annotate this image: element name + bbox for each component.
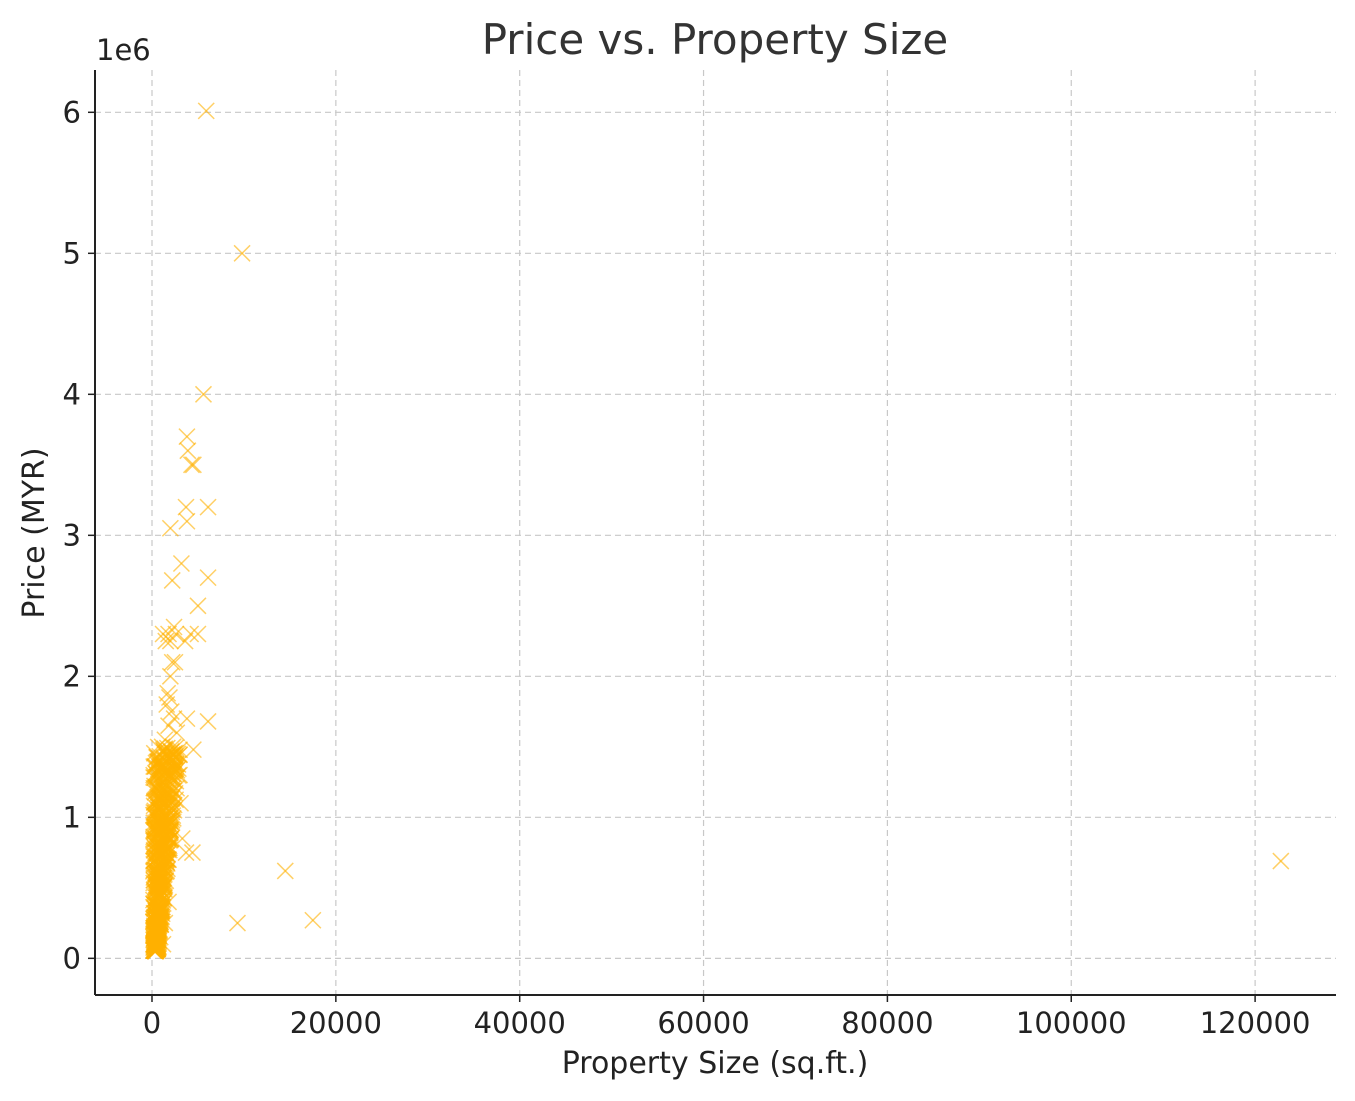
data-point: [189, 597, 207, 615]
data-point: [168, 724, 186, 742]
y-tick-label: 2: [63, 659, 81, 693]
data-point: [233, 244, 251, 262]
x-tick-label: 100000: [1016, 1006, 1127, 1040]
data-point: [156, 837, 174, 855]
data-point: [145, 794, 163, 812]
data-point: [184, 741, 202, 759]
data-point: [161, 632, 179, 650]
data-point: [154, 815, 172, 833]
data-point: [163, 571, 181, 589]
x-axis-label: Property Size (sq.ft.): [562, 1046, 869, 1081]
data-point: [194, 385, 213, 403]
data-point: [178, 710, 196, 728]
y-tick-label: 3: [63, 518, 81, 552]
data-point: [156, 914, 174, 932]
data-point: [228, 914, 247, 932]
data-point: [197, 102, 215, 120]
data-point: [153, 774, 171, 792]
data-point: [167, 625, 185, 643]
data-point: [152, 863, 170, 881]
data-point: [163, 780, 181, 798]
data-point: [172, 554, 190, 573]
data-point: [177, 498, 195, 516]
data-point: [146, 757, 164, 775]
axes: [94, 70, 1336, 996]
data-points: [144, 102, 1290, 960]
data-point: [304, 911, 322, 929]
data-point: [163, 653, 181, 671]
x-tick-label: 60000: [657, 1006, 749, 1040]
data-point: [182, 456, 201, 474]
y-tick-label: 0: [63, 941, 81, 975]
data-point: [146, 806, 164, 824]
data-point: [1272, 852, 1290, 870]
x-tick-label: 0: [143, 1006, 161, 1040]
data-point: [177, 844, 195, 862]
data-point: [147, 874, 165, 892]
data-point: [153, 738, 171, 756]
y-tick-label: 1: [63, 800, 81, 834]
data-point: [155, 780, 173, 798]
ticks: 0 20000 40000 60000 80000 100000 120000 0 1 2 3 4 5 6: [63, 95, 1311, 1040]
data-point: [160, 893, 178, 911]
data-point: [150, 886, 168, 904]
data-point: [154, 935, 172, 953]
data-point: [162, 703, 180, 721]
data-point: [161, 519, 179, 537]
data-point: [160, 717, 178, 735]
data-point: [199, 712, 217, 730]
data-point: [145, 768, 163, 786]
data-point: [183, 844, 201, 862]
x-tick-label: 20000: [290, 1006, 382, 1040]
data-point: [169, 745, 187, 763]
data-point: [151, 839, 169, 857]
data-point: [157, 632, 175, 650]
data-point: [199, 569, 217, 587]
data-point: [149, 752, 167, 770]
data-point: [171, 766, 189, 784]
data-point: [157, 752, 175, 770]
x-tick-label: 40000: [474, 1006, 566, 1040]
grid-lines: [95, 70, 1336, 995]
data-point: [154, 776, 172, 794]
y-offset-label: 1e6: [96, 33, 151, 67]
data-point: [179, 442, 197, 460]
data-point: [165, 618, 183, 636]
data-point: [165, 746, 183, 764]
data-point: [276, 862, 294, 880]
y-axis-label: Price (MYR): [17, 447, 52, 618]
x-tick-label: 80000: [841, 1006, 933, 1040]
data-point: [189, 625, 207, 643]
data-point: [154, 891, 172, 909]
chart-title: Price vs. Property Size: [482, 15, 949, 64]
data-point: [149, 938, 167, 956]
data-point: [199, 498, 217, 516]
data-point: [178, 512, 196, 530]
y-tick-label: 4: [63, 377, 81, 411]
data-point: [182, 625, 200, 643]
data-point: [184, 456, 202, 474]
data-point: [176, 632, 194, 650]
y-tick-label: 6: [63, 95, 81, 129]
y-tick-label: 5: [63, 236, 81, 270]
x-tick-label: 120000: [1200, 1006, 1311, 1040]
data-point: [161, 667, 179, 685]
data-point: [173, 829, 191, 848]
data-point: [165, 710, 183, 728]
data-point: [178, 428, 196, 446]
data-point: [166, 653, 184, 671]
